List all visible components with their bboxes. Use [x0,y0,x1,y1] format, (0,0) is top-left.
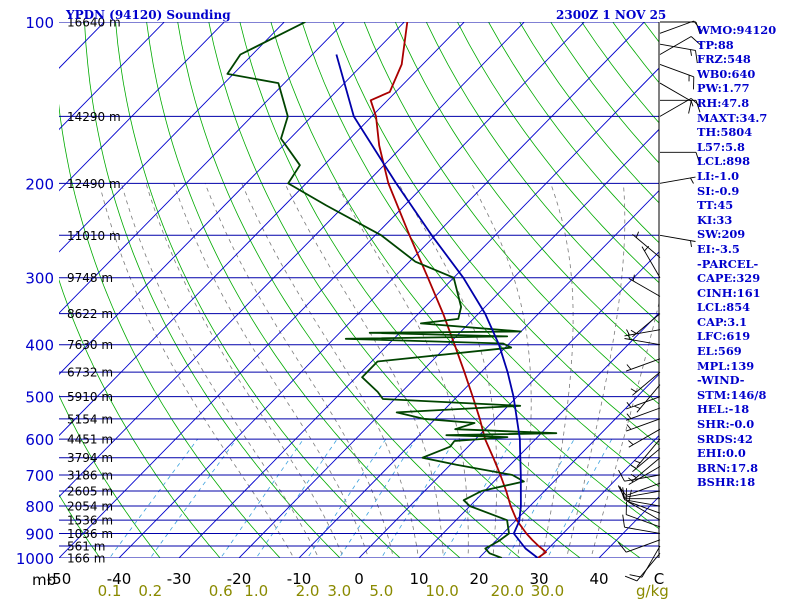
index-brn: BRN:17.8 [697,461,797,476]
temperature-tick-label: 20 [469,570,488,588]
height-label: 11010 m [67,229,121,243]
parcel-heading: -PARCEL- [697,257,797,272]
height-label: 8622 m [67,307,113,321]
pressure-tick-label: 700 [25,467,54,485]
temperature-tick-label: 40 [589,570,608,588]
index-ehi: EHI:0.0 [697,446,797,461]
index-cape: CAPE:329 [697,271,797,286]
pressure-tick-label: 1000 [16,550,54,568]
temperature-tick-label: 30 [529,570,548,588]
chart-title: YPDN (94120) Sounding [66,8,231,22]
index-shr: SHR:-0.0 [697,417,797,432]
height-label: 166 m [67,552,105,566]
pressure-tick-label: 500 [25,389,54,407]
index-mpl: MPL:139 [697,359,797,374]
index-wmo: WMO:94120 [697,23,797,38]
temperature-tick-label: 0 [354,570,364,588]
skewt-plot: 166 m561 m1036 m1536 m2054 m2605 m 3186 m… [0,0,800,600]
index-bshr: BSHR:18 [697,475,797,490]
height-label: 5154 m [67,412,113,426]
height-label: 3794 m [67,451,113,465]
index-maxt: MAXT:34.7 [697,111,797,126]
height-label: 1036 m [67,527,113,541]
temperature-tick-label: 10 [409,570,428,588]
index-stm: STM:146/8 [697,388,797,403]
index-lfc: LFC:619 [697,329,797,344]
temperature-tick-label: -40 [107,570,132,588]
pressure-tick-label: 600 [25,431,54,449]
mixing-ratio-label: 0.2 [138,582,162,600]
height-label: 561 m [67,540,105,554]
height-label: 1536 m [67,514,113,528]
index-pw: PW:1.77 [697,81,797,96]
height-label: 6732 m [67,366,113,380]
index-cinh: CINH:161 [697,286,797,301]
mixing-ratio-label: 10.0 [425,582,458,600]
index-frz: FRZ:548 [697,52,797,67]
mixing-ratio-label: 5.0 [369,582,393,600]
mixing-ratio-label: 20.0 [491,582,524,600]
index-parcel-lcl: LCL:854 [697,300,797,315]
index-hel: HEL:-18 [697,402,797,417]
height-label: 4451 m [67,433,113,447]
index-rh: RH:47.8 [697,96,797,111]
temperature-tick-label: -20 [227,570,252,588]
mixing-ratio-label: 3.0 [327,582,351,600]
index-srds: SRDS:42 [697,432,797,447]
index-sw: SW:209 [697,227,797,242]
height-label: 2054 m [67,500,113,514]
wind-heading: -WIND- [697,373,797,388]
indices-panel: WMO:94120 TP:88 FRZ:548 WB0:640 PW:1.77 … [697,23,797,490]
pressure-tick-label: 100 [25,14,54,32]
height-label: 3186 m [67,468,113,482]
index-el: EL:569 [697,344,797,359]
temperature-tick-label: -50 [47,570,72,588]
height-label: 2605 m [67,485,113,499]
plot-background [0,0,800,600]
height-label: 14290 m [67,110,121,124]
index-si: SI:-0.9 [697,184,797,199]
index-ei: EI:-3.5 [697,242,797,257]
pressure-tick-label: 200 [25,175,54,193]
chart-timestamp: 2300Z 1 NOV 25 [556,8,666,22]
index-lcl: LCL:898 [697,154,797,169]
temperature-tick-label: C [654,570,664,588]
index-th: TH:5804 [697,125,797,140]
index-tt: TT:45 [697,198,797,213]
pressure-tick-label: 800 [25,498,54,516]
index-cap: CAP:3.1 [697,315,797,330]
height-label: 7630 m [67,338,113,352]
index-ki: KI:33 [697,213,797,228]
temperature-tick-label: -30 [167,570,192,588]
index-tp: TP:88 [697,38,797,53]
skewt-sounding-chart: { "header": { "title": "YPDN (94120) Sou… [0,0,800,600]
pressure-tick-label: 400 [25,337,54,355]
height-label: 12490 m [67,177,121,191]
height-label: 9748 m [67,271,113,285]
pressure-tick-label: 900 [25,525,54,543]
index-wb0: WB0:640 [697,67,797,82]
height-label: 5910 m [67,390,113,404]
index-li: LI:-1.0 [697,169,797,184]
index-l57: L57:5.8 [697,140,797,155]
pressure-tick-label: 300 [25,270,54,288]
temperature-tick-label: -10 [287,570,312,588]
